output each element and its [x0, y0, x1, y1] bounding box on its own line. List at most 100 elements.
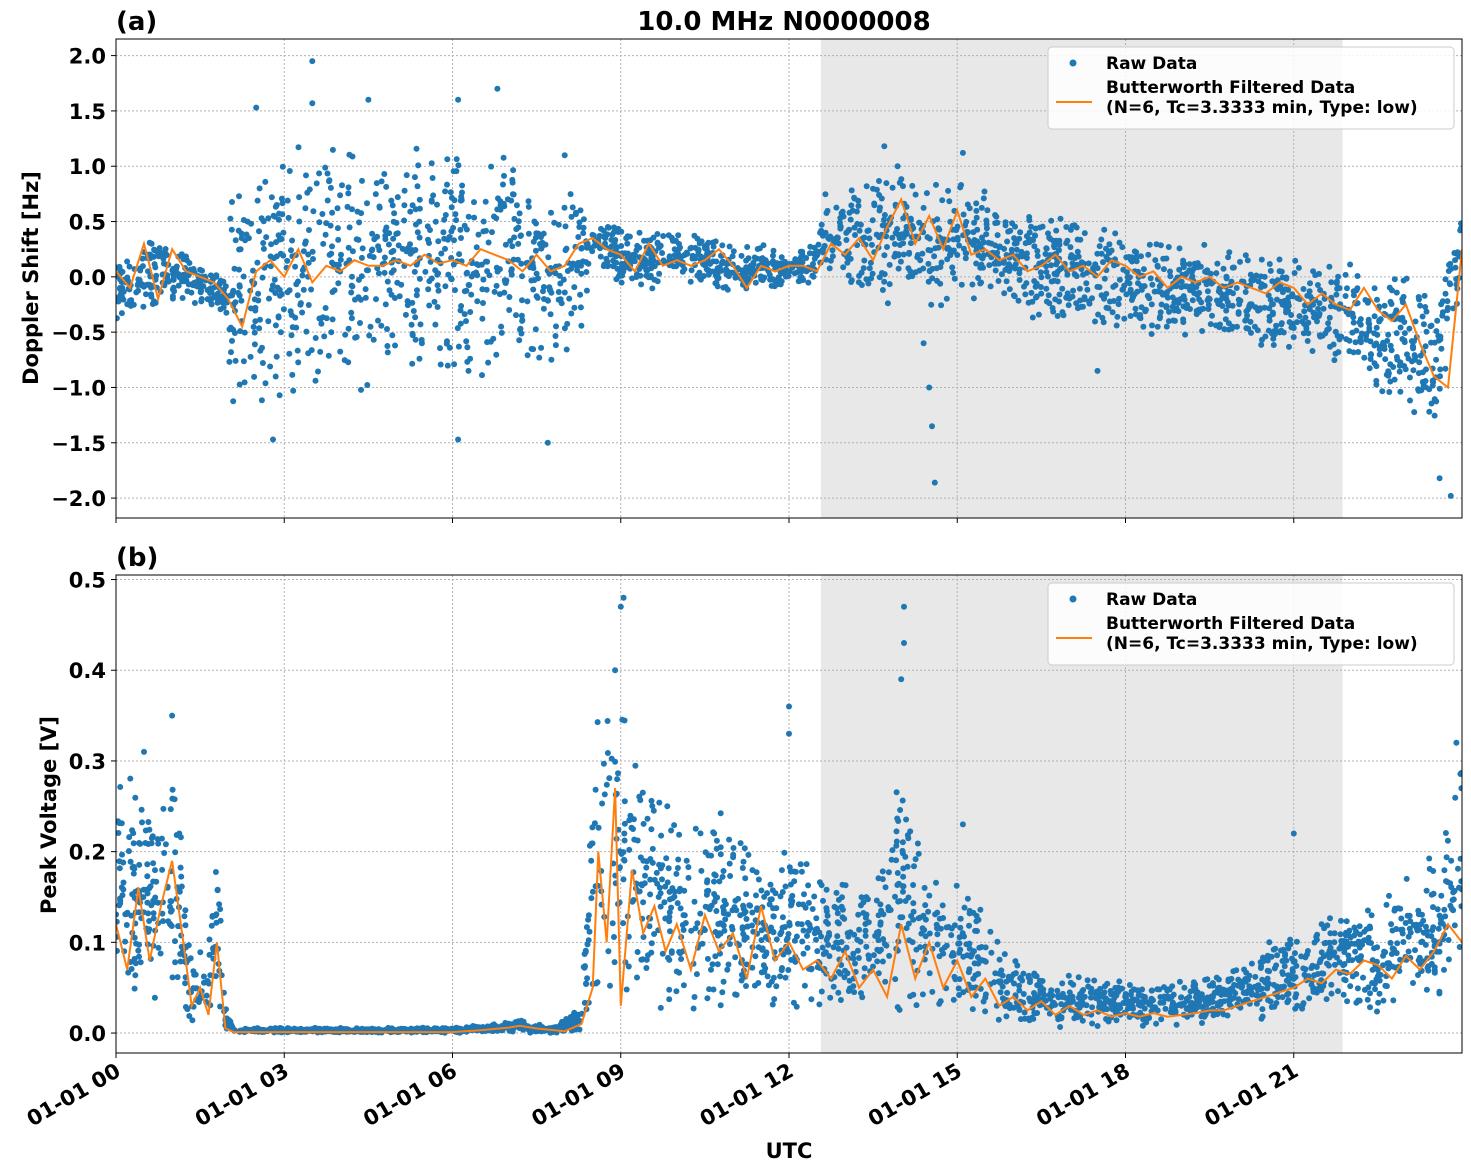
raw-data-point — [773, 983, 780, 990]
raw-data-point — [876, 234, 883, 241]
raw-data-point — [933, 181, 939, 188]
raw-data-point — [285, 214, 292, 221]
raw-data-point — [518, 330, 525, 337]
raw-data-point — [316, 219, 323, 226]
raw-data-point — [1448, 857, 1455, 864]
raw-data-point — [779, 924, 786, 931]
raw-data-point — [937, 264, 944, 270]
raw-data-point — [1335, 988, 1341, 995]
raw-data-point — [1202, 976, 1209, 983]
raw-data-point — [1270, 981, 1277, 988]
raw-data-point — [1390, 997, 1397, 1004]
raw-data-point — [258, 215, 265, 222]
raw-data-point — [473, 244, 480, 251]
raw-data-point — [1393, 354, 1400, 360]
raw-data-point — [800, 927, 807, 934]
raw-data-point — [590, 232, 597, 239]
raw-data-point — [1335, 273, 1342, 280]
raw-data-point — [606, 775, 613, 782]
raw-data-point — [1016, 277, 1023, 283]
raw-data-point — [431, 298, 438, 305]
raw-data-point — [893, 857, 900, 864]
raw-data-point — [518, 260, 525, 267]
raw-data-point — [290, 387, 297, 394]
raw-data-point — [231, 330, 238, 336]
raw-data-point — [348, 282, 355, 289]
raw-data-point — [706, 986, 713, 993]
raw-data-point — [1248, 960, 1255, 967]
raw-data-point — [1437, 373, 1443, 380]
raw-data-point — [1322, 330, 1329, 337]
raw-data-point — [1326, 263, 1333, 270]
raw-data-point — [1116, 239, 1123, 246]
raw-data-point — [903, 228, 910, 235]
raw-data-point — [979, 255, 986, 262]
raw-data-point — [889, 234, 896, 241]
raw-data-point — [1235, 309, 1242, 316]
raw-data-point — [1439, 312, 1446, 319]
raw-data-outlier-point — [494, 85, 501, 92]
raw-data-point — [1274, 296, 1280, 303]
raw-data-point — [169, 786, 176, 793]
raw-data-point — [605, 224, 612, 231]
raw-data-point — [583, 981, 590, 987]
raw-data-point — [1375, 999, 1382, 1006]
raw-data-point — [1013, 246, 1020, 253]
raw-data-point — [1253, 992, 1260, 999]
raw-data-point — [126, 263, 133, 270]
raw-data-point — [1054, 987, 1061, 994]
raw-data-point — [764, 890, 771, 897]
raw-data-point — [552, 333, 559, 339]
raw-data-point — [1436, 385, 1443, 392]
raw-data-point — [1148, 331, 1155, 337]
raw-data-point — [401, 187, 408, 194]
raw-data-point — [987, 283, 994, 290]
raw-data-point — [801, 982, 808, 989]
raw-data-point — [309, 248, 316, 255]
raw-data-point — [1300, 330, 1307, 337]
raw-data-point — [1157, 309, 1164, 316]
raw-data-point — [1172, 317, 1178, 324]
raw-data-point — [742, 908, 749, 915]
raw-data-point — [1145, 251, 1152, 258]
raw-data-point — [1393, 330, 1400, 337]
raw-data-point — [1241, 989, 1248, 996]
raw-data-point — [919, 250, 926, 257]
raw-data-point — [145, 268, 151, 275]
raw-data-point — [1373, 324, 1380, 331]
raw-data-point — [913, 1002, 920, 1009]
raw-data-point — [974, 954, 981, 961]
raw-data-point — [187, 955, 194, 962]
raw-data-point — [1386, 892, 1392, 899]
legend-raw-label: Raw Data — [1106, 54, 1197, 74]
raw-data-point — [1371, 313, 1378, 320]
legend-raw-marker — [1069, 59, 1077, 67]
raw-data-point — [1383, 983, 1390, 990]
raw-data-point — [1104, 980, 1111, 987]
raw-data-point — [349, 273, 355, 280]
raw-data-point — [139, 255, 146, 262]
raw-data-point — [337, 192, 344, 199]
raw-data-point — [116, 918, 120, 925]
raw-data-point — [1411, 409, 1418, 416]
raw-data-point — [254, 197, 261, 204]
raw-data-point — [955, 985, 962, 992]
raw-data-point — [568, 310, 575, 317]
raw-data-point — [116, 947, 120, 954]
raw-data-point — [317, 348, 324, 355]
raw-data-point — [781, 849, 788, 856]
raw-data-point — [1029, 998, 1036, 1004]
raw-data-point — [513, 202, 520, 209]
raw-data-point — [1411, 338, 1417, 345]
raw-data-point — [412, 221, 419, 228]
raw-data-point — [1226, 249, 1233, 256]
raw-data-point — [338, 251, 344, 258]
raw-data-point — [582, 963, 588, 970]
raw-data-point — [803, 861, 810, 868]
raw-data-point — [880, 911, 887, 918]
raw-data-point — [280, 229, 287, 236]
raw-data-point — [241, 329, 248, 336]
raw-data-point — [910, 882, 917, 888]
raw-data-point — [348, 315, 355, 322]
raw-data-point — [322, 231, 329, 238]
